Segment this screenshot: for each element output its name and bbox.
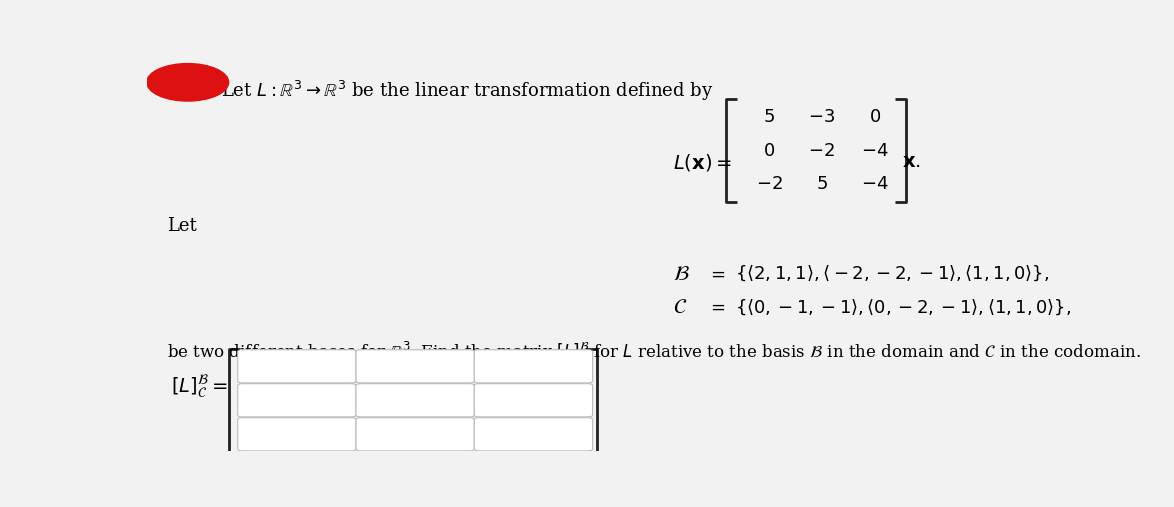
Text: Let: Let (167, 217, 196, 235)
FancyBboxPatch shape (237, 384, 356, 417)
Text: $\mathcal{B}$: $\mathcal{B}$ (673, 264, 689, 283)
Text: $-3$: $-3$ (809, 108, 836, 126)
Text: be two different bases for $\mathbb{R}^3$. Find the matrix $[L]_\mathcal{C}^\mat: be two different bases for $\mathbb{R}^3… (167, 340, 1141, 365)
Text: $L(\mathbf{x}) = $: $L(\mathbf{x}) = $ (673, 152, 731, 173)
Text: $5$: $5$ (816, 175, 828, 193)
Text: $\{\langle 0,-1,-1\rangle , \langle 0,-2,-1\rangle , \langle 1,1,0\rangle\},$: $\{\langle 0,-1,-1\rangle , \langle 0,-2… (735, 297, 1071, 316)
Text: $=$: $=$ (707, 265, 726, 282)
Text: $\{\langle 2,1,1\rangle , \langle -2,-2,-1\rangle , \langle 1,1,0\rangle\},$: $\{\langle 2,1,1\rangle , \langle -2,-2,… (735, 264, 1048, 283)
Ellipse shape (147, 63, 229, 101)
FancyBboxPatch shape (237, 418, 356, 451)
FancyBboxPatch shape (356, 384, 474, 417)
Text: $[L]_\mathcal{C}^\mathcal{B} = $: $[L]_\mathcal{C}^\mathcal{B} = $ (171, 373, 228, 401)
Text: $-4$: $-4$ (861, 175, 889, 193)
Text: Let $L : \mathbb{R}^3 \rightarrow \mathbb{R}^3$ be the linear transformation def: Let $L : \mathbb{R}^3 \rightarrow \mathb… (222, 79, 714, 102)
Text: $=$: $=$ (707, 298, 726, 316)
FancyBboxPatch shape (474, 384, 593, 417)
FancyBboxPatch shape (356, 350, 474, 383)
FancyBboxPatch shape (474, 418, 593, 451)
FancyBboxPatch shape (356, 418, 474, 451)
Text: $-2$: $-2$ (756, 175, 783, 193)
Text: $\mathcal{C}$: $\mathcal{C}$ (673, 297, 687, 317)
Text: $0$: $0$ (763, 141, 775, 160)
Text: $\mathbf{x}.$: $\mathbf{x}.$ (902, 153, 920, 171)
FancyBboxPatch shape (237, 350, 356, 383)
Text: $0$: $0$ (869, 108, 880, 126)
Text: $5$: $5$ (763, 108, 775, 126)
FancyBboxPatch shape (474, 350, 593, 383)
Text: $-4$: $-4$ (861, 141, 889, 160)
Text: $-2$: $-2$ (809, 141, 835, 160)
